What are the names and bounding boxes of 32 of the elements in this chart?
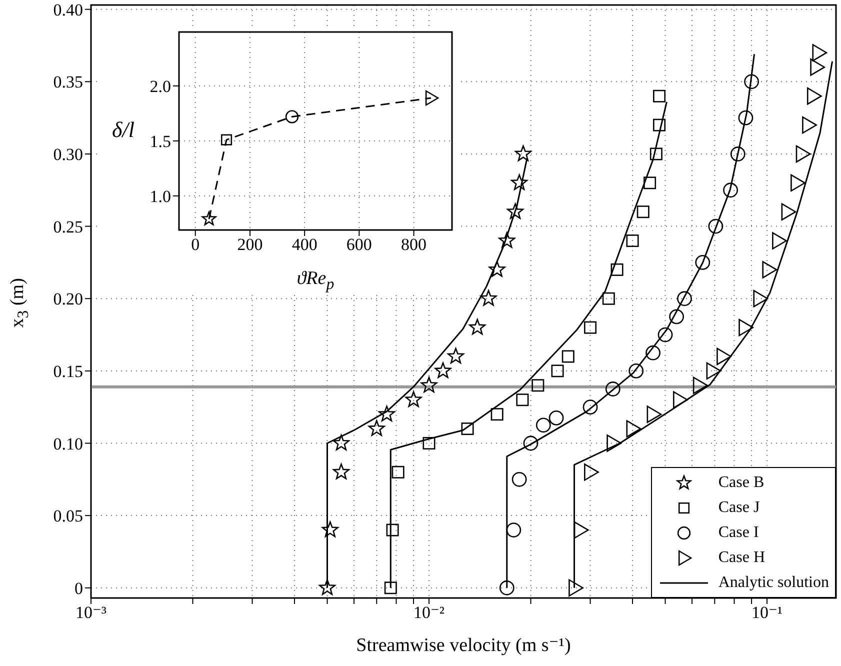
point — [202, 211, 216, 226]
y-tick-label: 0.10 — [53, 434, 83, 454]
y-tick-label: 0 — [74, 578, 83, 598]
y-tick-label: 1.0 — [150, 186, 171, 206]
y-tick-label: 0.30 — [53, 145, 83, 164]
y-tick-label: 0.25 — [53, 217, 83, 236]
x-tick-label: 600 — [346, 235, 372, 254]
x-tick-label: 400 — [292, 235, 318, 254]
legend-label: Analytic solution — [718, 574, 829, 592]
point — [220, 134, 232, 146]
y-tick-label: 0.35 — [53, 72, 83, 92]
point — [425, 90, 439, 106]
x-axis-title: Streamwise velocity (m s⁻¹) — [355, 634, 572, 657]
x-tick-label: 10⁻³ — [75, 603, 107, 622]
x-tick-label: 10⁻¹ — [751, 603, 783, 622]
legend-label: Case J — [718, 498, 760, 516]
legend-label: Case B — [718, 474, 764, 492]
y-tick-label: 0.40 — [53, 0, 83, 20]
y-tick-label: 1.5 — [150, 132, 171, 151]
legend-label: Case H — [718, 548, 765, 566]
y-tick-label: 0.20 — [53, 290, 83, 309]
legend-label: Case I — [718, 524, 759, 542]
y-axis-title: δ/l — [112, 117, 134, 143]
x-tick-label: 0 — [191, 235, 200, 254]
y-tick-label: 0.15 — [53, 362, 83, 381]
x-axis-title: ϑRe$_{p}$ — [296, 268, 336, 294]
y-tick-label: 0.05 — [53, 506, 83, 526]
point — [285, 110, 299, 124]
y-tick-label: 2.0 — [150, 76, 171, 96]
x-tick-label: 800 — [401, 235, 427, 254]
x-tick-label: 200 — [237, 235, 263, 254]
x-tick-label: 10⁻² — [413, 603, 445, 622]
